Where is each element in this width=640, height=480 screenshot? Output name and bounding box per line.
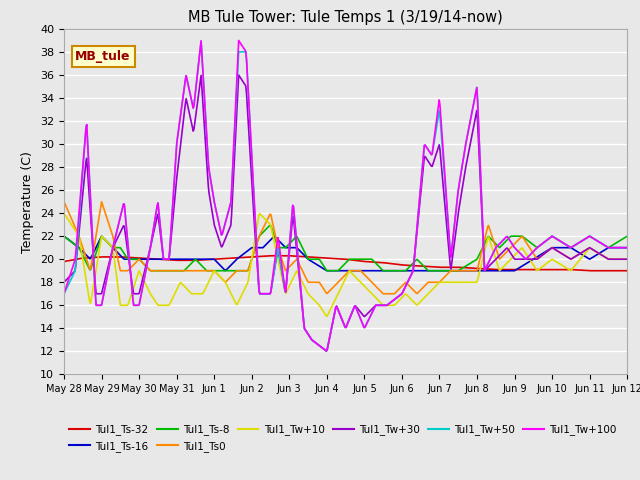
Tul1_Tw+50 (216, 225, 224, 231)
Tul1_Tw+50 (197, 38, 205, 44)
Tul1_Tw+100 (235, 37, 243, 43)
Tul1_Tw+10 (215, 273, 223, 278)
Tul1_Tw+50 (416, 195, 424, 201)
Tul1_Ts-32 (70, 257, 78, 263)
Tul1_Ts-32 (623, 268, 631, 274)
Tul1_Ts0 (70, 222, 78, 228)
Tul1_Tw+50 (60, 291, 68, 297)
Tul1_Ts-16 (431, 268, 439, 274)
Tul1_Ts-32 (215, 256, 223, 262)
Tul1_Ts-32 (586, 268, 594, 274)
Tul1_Ts-16 (623, 245, 631, 251)
Tul1_Tw+100 (60, 291, 68, 297)
Tul1_Ts-8 (128, 256, 136, 262)
Tul1_Ts-8 (70, 241, 78, 247)
Tul1_Tw+30 (432, 152, 440, 157)
Tul1_Tw+100 (323, 348, 330, 354)
Tul1_Ts-8 (216, 268, 224, 274)
Tul1_Tw+10 (323, 313, 330, 319)
Tul1_Ts0 (215, 273, 223, 278)
Y-axis label: Temperature (C): Temperature (C) (22, 151, 35, 252)
Line: Tul1_Tw+50: Tul1_Tw+50 (64, 41, 627, 351)
Tul1_Tw+10 (415, 300, 422, 306)
Tul1_Ts0 (415, 289, 422, 295)
Tul1_Tw+50 (186, 87, 193, 93)
Text: MB_tule: MB_tule (76, 50, 131, 63)
Tul1_Ts-16 (323, 268, 331, 274)
Line: Tul1_Tw+30: Tul1_Tw+30 (64, 75, 627, 351)
Tul1_Ts-8 (186, 262, 194, 267)
Tul1_Ts-16 (415, 268, 422, 274)
Legend: Tul1_Ts-32, Tul1_Ts-16, Tul1_Ts-8, Tul1_Ts0, Tul1_Tw+10, Tul1_Tw+30, Tul1_Tw+50,: Tul1_Ts-32, Tul1_Ts-16, Tul1_Ts-8, Tul1_… (69, 424, 617, 452)
Tul1_Ts-16 (215, 261, 223, 267)
Tul1_Tw+50 (128, 288, 136, 294)
Tul1_Ts-32 (415, 263, 422, 269)
Tul1_Ts-32 (128, 255, 136, 261)
Tul1_Tw+30 (128, 281, 136, 287)
Tul1_Tw+10 (60, 210, 68, 216)
Tul1_Tw+100 (128, 288, 136, 294)
Tul1_Tw+30 (235, 72, 243, 78)
Tul1_Tw+30 (416, 202, 424, 208)
Tul1_Tw+10 (186, 288, 193, 294)
Tul1_Ts0 (623, 256, 631, 262)
Tul1_Ts0 (60, 199, 68, 204)
Line: Tul1_Ts-16: Tul1_Ts-16 (64, 236, 627, 271)
Tul1_Tw+10 (431, 284, 439, 289)
Tul1_Ts0 (186, 268, 193, 274)
Tul1_Tw+100 (623, 245, 631, 251)
Tul1_Tw+10 (70, 226, 78, 232)
Tul1_Tw+100 (432, 121, 440, 127)
Line: Tul1_Ts-32: Tul1_Ts-32 (64, 256, 627, 271)
Line: Tul1_Tw+10: Tul1_Tw+10 (64, 213, 627, 316)
Tul1_Ts0 (128, 264, 136, 269)
Tul1_Tw+100 (215, 221, 223, 227)
Tul1_Tw+30 (215, 237, 223, 242)
Tul1_Ts-16 (70, 241, 78, 247)
Tul1_Tw+30 (623, 256, 631, 262)
Tul1_Tw+50 (432, 127, 440, 133)
Line: Tul1_Ts0: Tul1_Ts0 (64, 202, 627, 294)
Tul1_Tw+30 (70, 269, 78, 275)
Tul1_Tw+10 (623, 256, 631, 262)
Tul1_Tw+10 (128, 289, 136, 295)
Tul1_Tw+50 (323, 348, 330, 354)
Tul1_Ts-8 (147, 268, 155, 274)
Tul1_Ts-8 (416, 259, 424, 265)
Tul1_Tw+100 (70, 260, 78, 265)
Tul1_Ts0 (380, 291, 387, 297)
Tul1_Tw+30 (323, 348, 330, 354)
Tul1_Ts-16 (186, 256, 193, 262)
Tul1_Tw+100 (186, 87, 193, 93)
Line: Tul1_Ts-8: Tul1_Ts-8 (64, 225, 627, 271)
Tul1_Tw+100 (416, 195, 424, 201)
Tul1_Ts-32 (267, 253, 275, 259)
Line: Tul1_Tw+100: Tul1_Tw+100 (64, 40, 627, 351)
Tul1_Ts-16 (128, 256, 136, 262)
Tul1_Ts-32 (431, 264, 439, 270)
Tul1_Tw+50 (623, 245, 631, 251)
Tul1_Tw+30 (60, 279, 68, 285)
Title: MB Tule Tower: Tule Temps 1 (3/19/14-now): MB Tule Tower: Tule Temps 1 (3/19/14-now… (188, 10, 503, 25)
Tul1_Ts0 (431, 279, 439, 285)
Tul1_Ts-8 (266, 222, 274, 228)
Tul1_Tw+30 (186, 110, 193, 116)
Tul1_Ts-32 (186, 257, 193, 263)
Tul1_Ts-16 (60, 233, 68, 239)
Tul1_Ts-8 (60, 233, 68, 239)
Tul1_Ts-32 (60, 259, 68, 264)
Tul1_Ts-8 (623, 233, 631, 239)
Tul1_Ts-8 (432, 268, 440, 274)
Tul1_Tw+50 (70, 270, 78, 276)
